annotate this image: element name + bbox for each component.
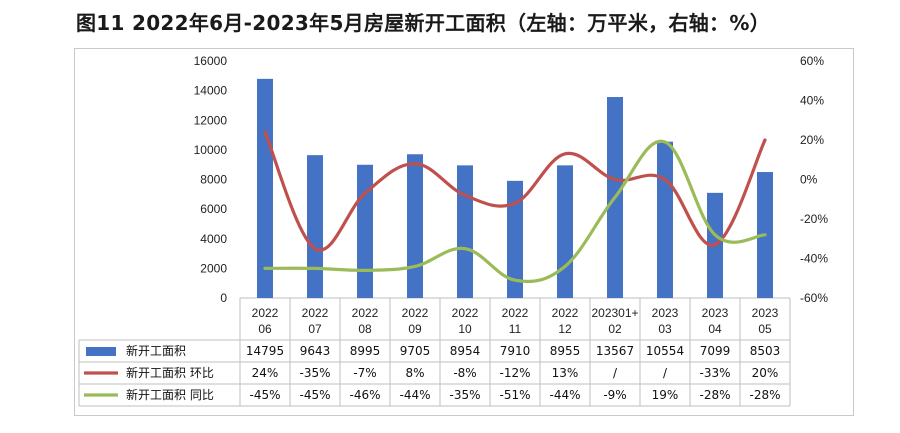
table-cell: 7910 bbox=[500, 344, 531, 358]
table-cell: -7% bbox=[353, 366, 376, 380]
table-cell: 8503 bbox=[750, 344, 781, 358]
x-tick-label: 2022 bbox=[302, 306, 329, 320]
x-tick-label: 2022 bbox=[352, 306, 379, 320]
x-tick-label: 02 bbox=[608, 322, 622, 336]
x-tick-label: 08 bbox=[358, 322, 372, 336]
table-cell: -46% bbox=[349, 388, 380, 402]
table-cell: -35% bbox=[299, 366, 330, 380]
table-cell: -28% bbox=[699, 388, 730, 402]
table-cell: 9705 bbox=[400, 344, 431, 358]
table-cell: 8954 bbox=[450, 344, 481, 358]
table-cell: 20% bbox=[752, 366, 779, 380]
bar-new-construction bbox=[357, 164, 373, 298]
right-axis-tick-label: 40% bbox=[800, 94, 824, 108]
bar-new-construction bbox=[257, 78, 273, 298]
table-cell: -44% bbox=[549, 388, 580, 402]
x-tick-label: 2022 bbox=[252, 306, 279, 320]
x-tick-label: 202301+ bbox=[591, 306, 638, 320]
left-axis-tick-label: 16000 bbox=[194, 54, 228, 68]
table-cell: / bbox=[613, 366, 618, 380]
table-cell: 10554 bbox=[646, 344, 684, 358]
table-cell: -28% bbox=[749, 388, 780, 402]
x-tick-label: 10 bbox=[458, 322, 472, 336]
bar-new-construction bbox=[507, 180, 523, 298]
right-axis-tick-label: 0% bbox=[800, 173, 818, 187]
x-tick-label: 2023 bbox=[702, 306, 729, 320]
table-cell: -12% bbox=[499, 366, 530, 380]
x-tick-label: 09 bbox=[408, 322, 422, 336]
right-axis-tick-label: 60% bbox=[800, 54, 824, 68]
x-tick-label: 12 bbox=[558, 322, 572, 336]
line-series-yoy bbox=[263, 139, 767, 284]
left-axis-tick-label: 0 bbox=[220, 291, 227, 305]
table-cell: 7099 bbox=[700, 344, 731, 358]
x-tick-label: 05 bbox=[758, 322, 772, 336]
table-cell: 8% bbox=[405, 366, 424, 380]
x-tick-label: 11 bbox=[509, 322, 522, 336]
x-tick-label: 2022 bbox=[552, 306, 579, 320]
bar-new-construction bbox=[407, 154, 423, 298]
left-axis-tick-label: 10000 bbox=[194, 143, 228, 157]
left-axis-tick-label: 2000 bbox=[200, 261, 227, 275]
x-tick-label: 2023 bbox=[652, 306, 679, 320]
table-cell: 8955 bbox=[550, 344, 581, 358]
line-series-mom bbox=[263, 130, 767, 252]
table-cell: -33% bbox=[699, 366, 730, 380]
x-tick-label: 2022 bbox=[452, 306, 479, 320]
table-cell: 19% bbox=[652, 388, 679, 402]
table-cell: -45% bbox=[299, 388, 330, 402]
table-cell: -51% bbox=[499, 388, 530, 402]
x-tick-label: 07 bbox=[308, 322, 322, 336]
chart-title: 图11 2022年6月-2023年5月房屋新开工面积（左轴：万平米，右轴：%） bbox=[76, 11, 770, 35]
table-cell: / bbox=[663, 366, 668, 380]
left-axis-tick-label: 12000 bbox=[194, 113, 228, 127]
table-cell: -44% bbox=[399, 388, 430, 402]
x-tick-label: 06 bbox=[258, 322, 272, 336]
legend-label: 新开工面积 同比 bbox=[126, 387, 214, 402]
right-axis-tick-label: 20% bbox=[800, 133, 824, 147]
table-cell: 8995 bbox=[350, 344, 381, 358]
table-cell: 13% bbox=[552, 366, 579, 380]
x-tick-label: 2023 bbox=[752, 306, 779, 320]
x-tick-label: 2022 bbox=[502, 306, 529, 320]
table-cell: -35% bbox=[449, 388, 480, 402]
table-cell: -8% bbox=[453, 366, 476, 380]
x-tick-label: 2022 bbox=[402, 306, 429, 320]
x-tick-label: 03 bbox=[658, 322, 672, 336]
right-axis-tick-label: -60% bbox=[800, 291, 828, 305]
chart-frame bbox=[74, 48, 854, 416]
table-cell: 9643 bbox=[300, 344, 331, 358]
bar-new-construction bbox=[557, 165, 573, 298]
right-axis-tick-label: -20% bbox=[800, 212, 828, 226]
table-cell: -45% bbox=[249, 388, 280, 402]
table-cell: 14795 bbox=[246, 344, 284, 358]
table-cell: 13567 bbox=[596, 344, 634, 358]
table-cell: -9% bbox=[603, 388, 626, 402]
left-axis-tick-label: 4000 bbox=[200, 232, 227, 246]
bar-new-construction bbox=[657, 141, 673, 298]
left-axis-tick-label: 8000 bbox=[200, 173, 227, 187]
x-tick-label: 04 bbox=[708, 322, 722, 336]
bar-new-construction bbox=[307, 155, 323, 298]
table-cell: 24% bbox=[252, 366, 279, 380]
legend-label: 新开工面积 环比 bbox=[126, 365, 214, 380]
legend-swatch-bar bbox=[86, 347, 116, 356]
bar-new-construction bbox=[457, 165, 473, 298]
right-axis-tick-label: -40% bbox=[800, 252, 828, 266]
legend-label: 新开工面积 bbox=[126, 343, 186, 358]
left-axis-tick-label: 14000 bbox=[194, 84, 228, 98]
left-axis-tick-label: 6000 bbox=[200, 202, 227, 216]
